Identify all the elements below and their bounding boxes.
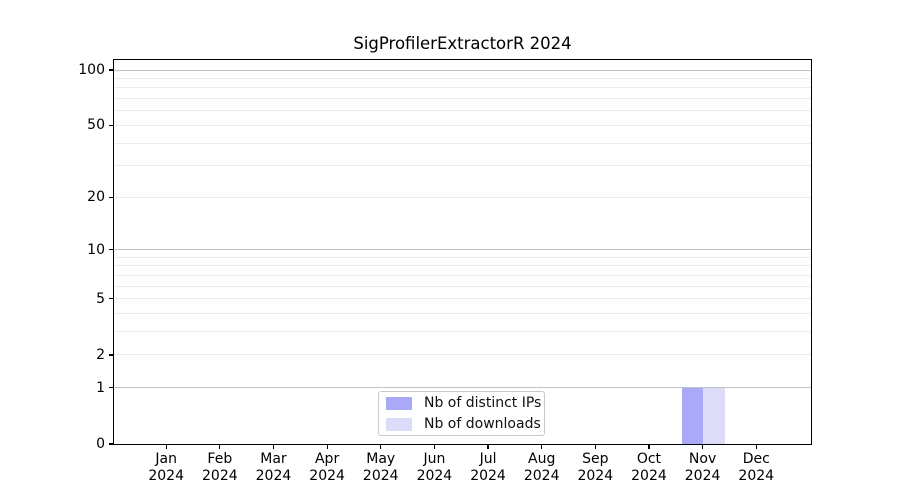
x-tick-label-line: Feb xyxy=(207,451,233,467)
bar-distinct-ips xyxy=(681,387,704,444)
x-tick-label: Nov 2024 xyxy=(671,451,735,485)
gridline-minor xyxy=(114,165,811,167)
x-tick-label-line: Apr xyxy=(314,451,340,467)
y-axis-tick xyxy=(109,443,113,445)
y-axis-tick xyxy=(109,196,113,198)
gridline-minor xyxy=(114,87,811,89)
x-axis-tick xyxy=(433,445,435,449)
gridline-minor xyxy=(114,124,811,126)
x-tick-label-line: 2024 xyxy=(255,468,292,484)
x-tick-label-line: Jan xyxy=(155,451,177,467)
x-tick-label-line: 2024 xyxy=(202,468,238,484)
gridline-minor xyxy=(114,285,811,287)
legend-label-distinct-ips: Nb of distinct IPs xyxy=(424,395,542,411)
plot-area xyxy=(113,59,812,445)
x-tick-label: Jul 2024 xyxy=(456,451,520,485)
x-tick-label: Mar 2024 xyxy=(241,451,305,485)
x-tick-label-line: 2024 xyxy=(416,468,453,484)
gridline-minor xyxy=(114,274,811,276)
x-tick-label-line: 2024 xyxy=(523,468,560,484)
y-axis-tick xyxy=(109,124,113,126)
x-tick-label: Jun 2024 xyxy=(402,451,466,485)
y-tick-label: 100 xyxy=(78,62,105,78)
y-axis-tick xyxy=(109,354,113,356)
y-tick-label: 50 xyxy=(87,117,105,134)
gridline-minor xyxy=(114,98,811,100)
x-tick-label-line: 2024 xyxy=(362,468,399,484)
x-tick-label-line: 2024 xyxy=(631,468,667,484)
x-axis-tick xyxy=(594,445,596,449)
x-tick-label-line: Dec xyxy=(742,451,770,467)
x-tick-label-line: May xyxy=(366,451,396,467)
gridline-minor xyxy=(114,110,811,112)
y-axis-tick xyxy=(109,298,113,300)
x-axis-tick xyxy=(541,445,543,449)
gridline-minor xyxy=(114,256,811,258)
gridline-minor xyxy=(114,354,811,356)
gridline-minor xyxy=(114,265,811,267)
gridline-minor xyxy=(114,196,811,198)
x-axis-tick xyxy=(487,445,489,449)
x-axis-tick xyxy=(165,445,167,449)
legend-swatch-downloads-icon xyxy=(386,417,412,431)
gridline-minor xyxy=(114,142,811,144)
x-tick-label-line: Aug xyxy=(528,451,556,467)
legend-swatch-distinct-ips-icon xyxy=(386,396,412,410)
chart-title: SigProfilerExtractorR 2024 xyxy=(353,34,572,53)
y-tick-label: 2 xyxy=(96,346,105,363)
gridline-minor xyxy=(114,77,811,79)
x-tick-label: Aug 2024 xyxy=(510,451,574,485)
x-tick-label-line: 2024 xyxy=(309,468,345,484)
y-tick-label: 20 xyxy=(87,189,105,206)
x-tick-label-line: 2024 xyxy=(577,468,614,484)
x-tick-label: Feb 2024 xyxy=(188,451,252,485)
gridline-minor xyxy=(114,331,811,333)
x-tick-label-line: 2024 xyxy=(470,468,506,484)
x-tick-label-line: Jun xyxy=(423,451,446,467)
x-tick-label-line: Sep xyxy=(582,451,609,467)
x-tick-label-line: Nov xyxy=(688,451,717,467)
x-tick-label-line: 2024 xyxy=(684,468,721,484)
y-tick-label: 0 xyxy=(96,436,105,452)
x-tick-label: Dec 2024 xyxy=(724,451,788,485)
x-tick-label: Oct 2024 xyxy=(617,451,681,485)
x-tick-label-line: 2024 xyxy=(148,468,184,484)
x-tick-label-line: Jul xyxy=(479,451,497,467)
y-axis-tick xyxy=(109,387,113,389)
x-tick-label: May 2024 xyxy=(349,451,413,485)
y-tick-label: 1 xyxy=(96,379,105,396)
y-tick-label: 5 xyxy=(96,290,105,307)
legend-label-downloads: Nb of downloads xyxy=(424,416,541,432)
x-tick-label: Sep 2024 xyxy=(563,451,627,485)
x-axis-tick xyxy=(219,445,221,449)
bar-downloads xyxy=(703,387,725,444)
x-tick-label-line: 2024 xyxy=(738,468,775,484)
x-axis-tick xyxy=(272,445,275,449)
legend-item-distinct-ips: Nb of distinct IPs xyxy=(386,395,544,411)
x-tick-label: Apr 2024 xyxy=(295,451,359,485)
x-tick-label: Jan 2024 xyxy=(134,451,198,485)
gridline-major xyxy=(114,249,811,251)
x-axis-tick xyxy=(648,445,650,449)
x-axis-tick xyxy=(755,445,757,449)
y-tick-label: 10 xyxy=(87,241,105,258)
legend-item-downloads: Nb of downloads xyxy=(386,416,544,432)
gridline-major xyxy=(114,387,811,389)
x-axis-tick xyxy=(380,445,382,449)
y-axis-tick xyxy=(109,249,113,251)
x-tick-label-line: Mar xyxy=(260,451,287,467)
gridline-minor xyxy=(114,313,811,315)
legend: Nb of distinct IPs Nb of downloads xyxy=(378,391,545,436)
gridline-major xyxy=(114,69,811,71)
gridline-minor xyxy=(114,298,811,300)
y-axis-tick xyxy=(109,69,113,71)
x-tick-label-line: Oct xyxy=(636,451,662,467)
x-axis-tick xyxy=(326,445,328,449)
x-axis-tick xyxy=(702,445,704,449)
